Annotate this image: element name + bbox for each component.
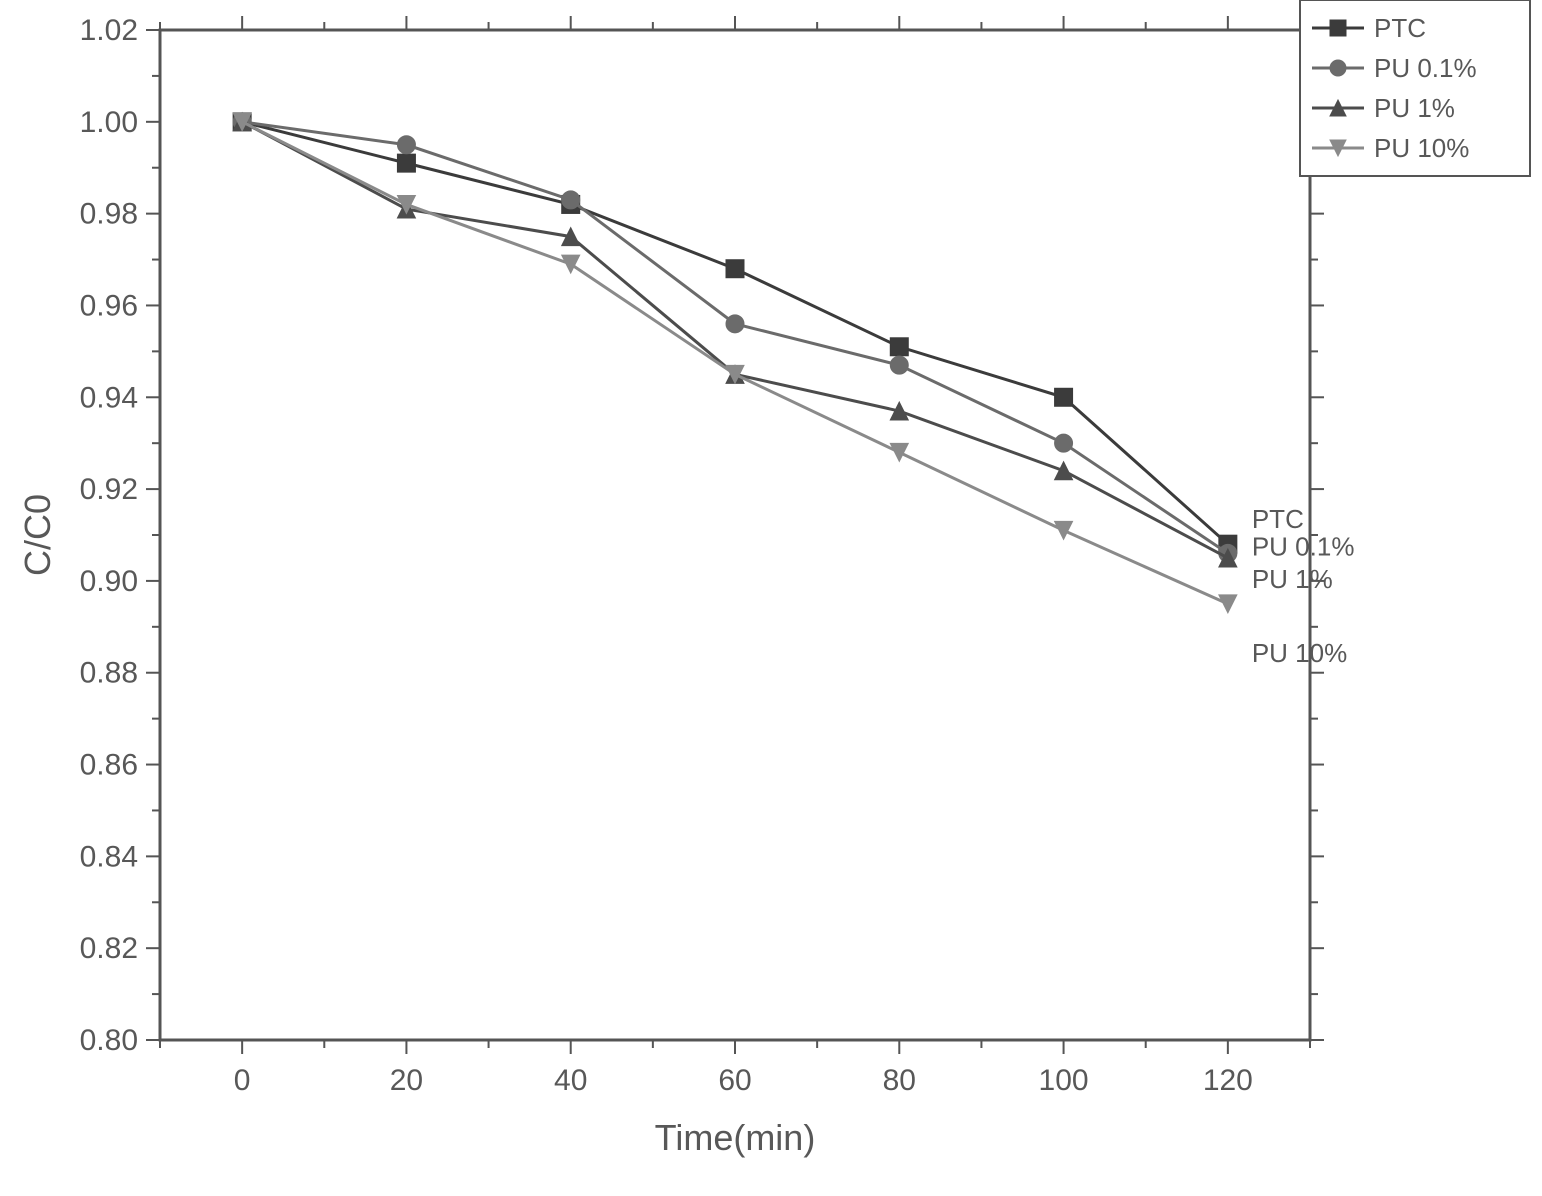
- y-tick-label: 0.90: [80, 565, 138, 598]
- legend-label: PU 0.1%: [1374, 53, 1477, 83]
- y-axis-label: C/C0: [17, 494, 58, 576]
- series-end-label: PTC: [1252, 504, 1304, 534]
- legend: PTC PU 0.1% PU 1% PU 10%: [1300, 0, 1530, 176]
- y-tick-label: 1.00: [80, 106, 138, 139]
- y-tick-label: 0.80: [80, 1024, 138, 1057]
- x-tick-label: 80: [883, 1064, 916, 1097]
- legend-label: PU 1%: [1374, 93, 1455, 123]
- marker-circle: [726, 315, 744, 333]
- x-tick-label: 120: [1203, 1064, 1253, 1097]
- y-tick-label: 0.96: [80, 289, 138, 322]
- marker-circle: [1055, 434, 1073, 452]
- marker-circle: [890, 356, 908, 374]
- y-tick-label: 0.82: [80, 932, 138, 965]
- y-tick-label: 0.86: [80, 749, 138, 782]
- x-tick-label: 60: [718, 1064, 751, 1097]
- marker-circle: [1330, 60, 1346, 76]
- series-end-label: PU 0.1%: [1252, 531, 1355, 561]
- y-tick-label: 0.88: [80, 657, 138, 690]
- marker-square: [1330, 20, 1346, 36]
- y-tick-label: 0.94: [80, 381, 138, 414]
- marker-circle: [562, 191, 580, 209]
- y-tick-label: 1.02: [80, 14, 138, 47]
- marker-circle: [397, 136, 415, 154]
- chart-svg: 0 20 40 60 80 100 120 0.80 0.82 0.84 0.86 0.88 0.90 0…: [0, 0, 1542, 1196]
- legend-label: PTC: [1374, 13, 1426, 43]
- marker-square: [890, 338, 908, 356]
- x-axis-label: Time(min): [655, 1117, 816, 1158]
- series-end-label: PU 1%: [1252, 564, 1333, 594]
- legend-label: PU 10%: [1374, 133, 1469, 163]
- x-tick-label: 0: [234, 1064, 251, 1097]
- y-tick-label: 0.98: [80, 198, 138, 231]
- chart-container: 0 20 40 60 80 100 120 0.80 0.82 0.84 0.86 0.88 0.90 0…: [0, 0, 1542, 1196]
- marker-square: [726, 260, 744, 278]
- x-tick-label: 40: [554, 1064, 587, 1097]
- marker-square: [397, 154, 415, 172]
- series-end-label: PU 10%: [1252, 638, 1347, 668]
- x-tick-label: 100: [1039, 1064, 1089, 1097]
- y-tick-label: 0.92: [80, 473, 138, 506]
- x-tick-label: 20: [390, 1064, 423, 1097]
- y-tick-label: 0.84: [80, 840, 138, 873]
- marker-square: [1055, 388, 1073, 406]
